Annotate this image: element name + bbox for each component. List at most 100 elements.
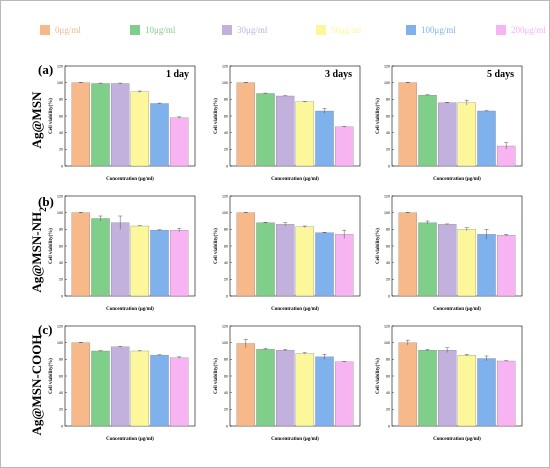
panel-title: 1 day (166, 69, 189, 80)
bar-3 (457, 355, 477, 427)
x-axis-label: Concentration (μg/ml) (271, 437, 319, 442)
y-axis-label: Cell viability(%) (376, 358, 381, 394)
y-tick-label: 100 (57, 341, 63, 345)
panel-r1-c2: 0 20 40 60 80 100 120 Concentration (μg/ml) Cell… (376, 194, 523, 312)
bar-0 (236, 212, 256, 297)
y-tick-label: 20 (224, 278, 228, 282)
bar-5 (169, 117, 189, 167)
bar-3 (457, 229, 477, 297)
bar-0 (71, 82, 91, 167)
row-labels: (a) Ag@MSN (b)Ag@MSN-NH2 (c)Ag@MSN-COOH (29, 62, 54, 435)
bar-5 (169, 357, 189, 427)
bar-5 (334, 361, 354, 427)
y-tick-label: 40 (59, 391, 63, 395)
x-axis-label: Concentration (μg/ml) (271, 177, 319, 182)
bar-1 (418, 350, 437, 427)
bar-2 (275, 95, 295, 167)
row-letter-2: (c) (38, 322, 52, 337)
bar-5 (496, 360, 516, 427)
panel-r0-c1: 0 20 40 60 80 100 120 3 days Concentration (μg/m… (214, 64, 361, 182)
bar-4 (150, 103, 169, 167)
y-tick-label: 20 (59, 408, 63, 412)
y-tick-label: 100 (384, 81, 390, 85)
row-label-1: Ag@MSN-NH2 (29, 207, 48, 293)
row-label-0: Ag@MSN (29, 91, 44, 148)
y-tick-label: 40 (59, 131, 63, 135)
legend-label-5: 200μg/ml (511, 25, 546, 35)
panel-r1-c0: 0 20 40 60 80 100 120 Concentration (μg/ml) Cell… (49, 194, 196, 312)
x-axis-label: Concentration (μg/ml) (106, 177, 154, 182)
bar-4 (150, 230, 169, 297)
y-tick-label: 80 (59, 358, 63, 362)
panel-r1-c1: 0 20 40 60 80 100 120 Concentration (μg/ml) Cell… (214, 194, 361, 312)
y-tick-label: 120 (57, 64, 63, 68)
bar-3 (457, 102, 477, 167)
bar-2 (110, 222, 130, 297)
y-tick-label: 120 (222, 64, 228, 68)
legend-swatch-4 (406, 25, 416, 35)
bar-3 (295, 226, 315, 297)
bar-3 (295, 101, 315, 167)
x-axis-label: Concentration (μg/ml) (433, 177, 481, 182)
y-tick-label: 20 (386, 148, 390, 152)
bar-0 (398, 342, 418, 427)
y-tick-label: 0 (61, 164, 63, 168)
y-tick-label: 0 (388, 424, 390, 428)
y-axis-label: Cell viability(%) (214, 358, 219, 394)
y-tick-label: 40 (386, 391, 390, 395)
y-tick-label: 60 (59, 244, 63, 248)
y-tick-label: 120 (222, 324, 228, 328)
y-tick-label: 80 (224, 98, 228, 102)
panel-r2-c2: 0 20 40 60 80 100 120 Concentration (μg/ml) Cell… (376, 324, 523, 442)
bar-1 (256, 93, 275, 167)
y-tick-label: 120 (57, 324, 63, 328)
y-tick-label: 60 (386, 244, 390, 248)
y-axis-label: Cell viability(%) (49, 358, 54, 394)
bar-2 (110, 83, 130, 167)
bar-4 (477, 234, 496, 297)
row-letter-0: (a) (38, 62, 53, 77)
legend-swatch-0 (40, 25, 50, 35)
bar-4 (150, 355, 169, 427)
y-tick-label: 60 (224, 244, 228, 248)
legend-label-2: 30μg/ml (237, 25, 268, 35)
y-tick-label: 40 (59, 261, 63, 265)
row-letter-1: (b) (38, 194, 54, 209)
bar-2 (437, 350, 457, 427)
y-tick-label: 80 (386, 98, 390, 102)
legend-label-3: 50μg/ml (331, 25, 362, 35)
y-tick-label: 120 (384, 194, 390, 198)
y-tick-label: 100 (57, 211, 63, 215)
y-tick-label: 0 (388, 164, 390, 168)
bar-0 (71, 212, 91, 297)
x-axis-label: Concentration (μg/ml) (433, 437, 481, 442)
y-tick-label: 80 (386, 228, 390, 232)
bar-2 (110, 346, 130, 427)
panel-r2-c1: 0 20 40 60 80 100 120 Concentration (μg/ml) Cell… (214, 324, 361, 442)
y-tick-label: 120 (384, 64, 390, 68)
bar-2 (275, 224, 295, 297)
y-tick-label: 0 (61, 424, 63, 428)
y-tick-label: 60 (386, 374, 390, 378)
legend-label-0: 0μg/ml (55, 25, 81, 35)
y-tick-label: 80 (59, 98, 63, 102)
bar-1 (91, 83, 110, 167)
x-axis-label: Concentration (μg/ml) (433, 307, 481, 312)
y-tick-label: 0 (61, 294, 63, 298)
bar-4 (315, 232, 334, 297)
y-tick-label: 100 (384, 341, 390, 345)
y-tick-label: 20 (386, 408, 390, 412)
y-tick-label: 120 (222, 194, 228, 198)
chart-panels: 0 20 40 60 80 100 120 1 day Concentration (μg/ml… (49, 64, 523, 442)
y-tick-label: 20 (59, 278, 63, 282)
y-tick-label: 20 (224, 408, 228, 412)
y-axis-label: Cell viability(%) (214, 98, 219, 134)
bar-1 (256, 222, 275, 297)
bar-3 (130, 91, 150, 167)
y-tick-label: 20 (386, 278, 390, 282)
x-axis-label: Concentration (μg/ml) (106, 307, 154, 312)
y-tick-label: 100 (222, 211, 228, 215)
panel-title: 5 days (487, 69, 514, 80)
bar-0 (398, 82, 418, 167)
y-tick-label: 0 (226, 294, 228, 298)
